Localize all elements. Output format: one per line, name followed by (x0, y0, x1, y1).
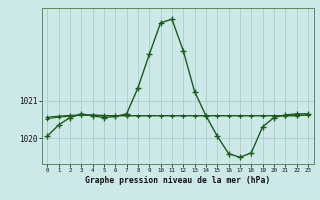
X-axis label: Graphe pression niveau de la mer (hPa): Graphe pression niveau de la mer (hPa) (85, 176, 270, 185)
